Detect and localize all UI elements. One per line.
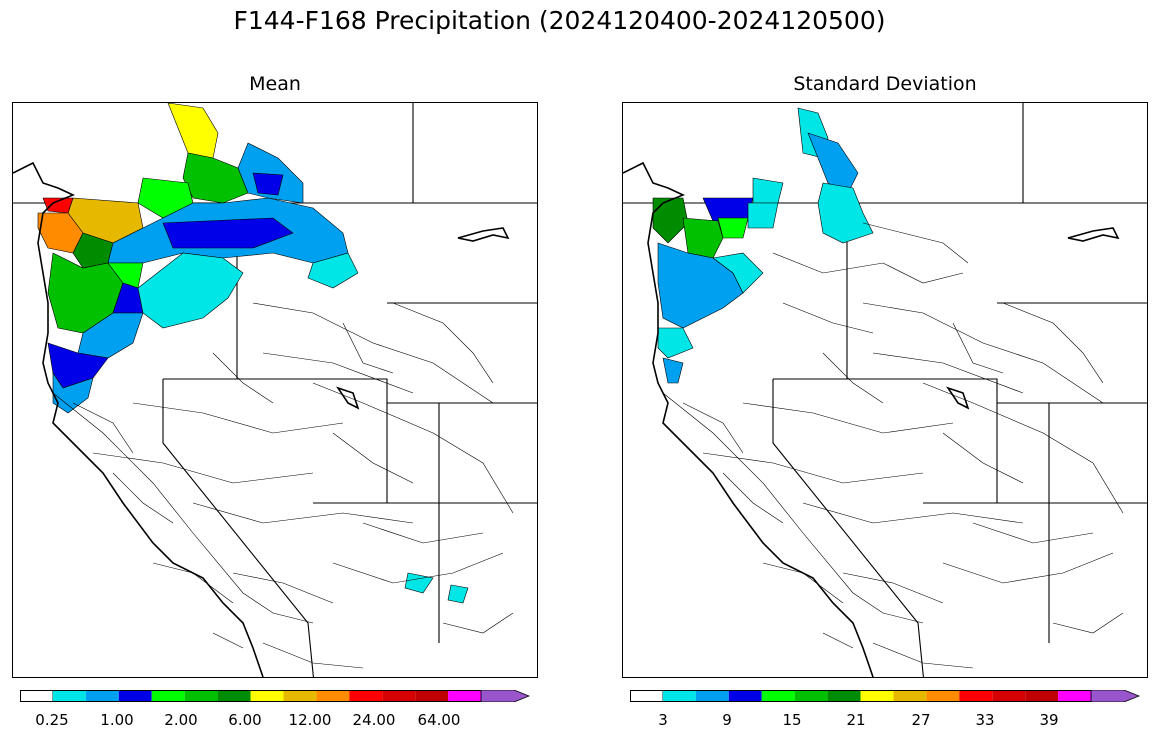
mean-map: [13, 103, 537, 677]
colorbar-swatch: [184, 690, 218, 702]
colorbar-swatch: [926, 690, 960, 702]
colorbar-swatch: [448, 690, 482, 702]
colorbar-swatch: [349, 690, 383, 702]
colorbar-swatch: [151, 690, 185, 702]
colorbar-swatch: [85, 690, 119, 702]
colorbar-extend-arrow: [1090, 690, 1140, 702]
colorbar-swatch: [959, 690, 993, 702]
colorbar-swatch: [217, 690, 251, 702]
colorbar-swatch: [415, 690, 449, 702]
mean-tick-label: 1.00: [100, 711, 134, 729]
stddev-tick-label: 27: [911, 711, 931, 729]
colorbar-extend-arrow: [480, 690, 530, 702]
coastline: [623, 161, 1120, 677]
mean-panel-title: Mean: [249, 73, 301, 95]
coastline: [13, 161, 510, 677]
colorbar-swatch: [630, 690, 664, 702]
basin-outlines: [662, 222, 1124, 669]
colorbar-swatch: [283, 690, 317, 702]
colorbar-outline: [630, 690, 1092, 702]
colorbar-swatch: [316, 690, 350, 702]
mean-colorbar: [20, 690, 530, 702]
colorbar-swatch: [118, 690, 152, 702]
mean-tick-label: 0.25: [35, 711, 69, 729]
basins-colored: [652, 107, 874, 384]
colorbar-swatch: [827, 690, 861, 702]
mean-tick-label: 12.00: [288, 711, 332, 729]
colorbar-swatch: [1025, 690, 1059, 702]
colorbar-swatch: [761, 690, 795, 702]
colorbar-swatch: [992, 690, 1026, 702]
colorbar-outline: [20, 690, 482, 702]
stddev-tick-label: 33: [975, 711, 995, 729]
stddev-tick-label: 9: [722, 711, 732, 729]
colorbar-swatch: [662, 690, 696, 702]
mean-tick-label: 64.00: [417, 711, 461, 729]
stddev-map: [623, 103, 1147, 677]
colorbar-swatch: [382, 690, 416, 702]
colorbar-swatch: [860, 690, 894, 702]
stddev-panel-title: Standard Deviation: [793, 73, 977, 95]
colorbar-swatch: [20, 690, 54, 702]
basin-outlines: [52, 302, 514, 669]
state-borders: [623, 103, 1147, 677]
colorbar-swatch: [52, 690, 86, 702]
colorbar-swatch: [250, 690, 284, 702]
colorbar-swatch: [893, 690, 927, 702]
stddev-tick-label: 3: [658, 711, 668, 729]
colorbar-swatch: [728, 690, 762, 702]
colorbar-swatch: [1058, 690, 1092, 702]
stddev-tick-label: 15: [782, 711, 802, 729]
mean-tick-label: 6.00: [228, 711, 262, 729]
colorbar-swatch: [695, 690, 729, 702]
mean-map-panel: [12, 102, 538, 678]
figure-title: F144-F168 Precipitation (2024120400-2024…: [233, 6, 886, 35]
stddev-tick-label: 39: [1039, 711, 1059, 729]
stddev-tick-label: 21: [846, 711, 866, 729]
stddev-colorbar-swatches: [630, 690, 1140, 702]
stddev-map-panel: [622, 102, 1148, 678]
colorbar-swatch: [794, 690, 828, 702]
mean-tick-label: 2.00: [164, 711, 198, 729]
mean-tick-label: 24.00: [352, 711, 396, 729]
mean-colorbar-swatches: [20, 690, 530, 702]
stddev-colorbar: [630, 690, 1140, 702]
basins-colored: [37, 103, 469, 604]
